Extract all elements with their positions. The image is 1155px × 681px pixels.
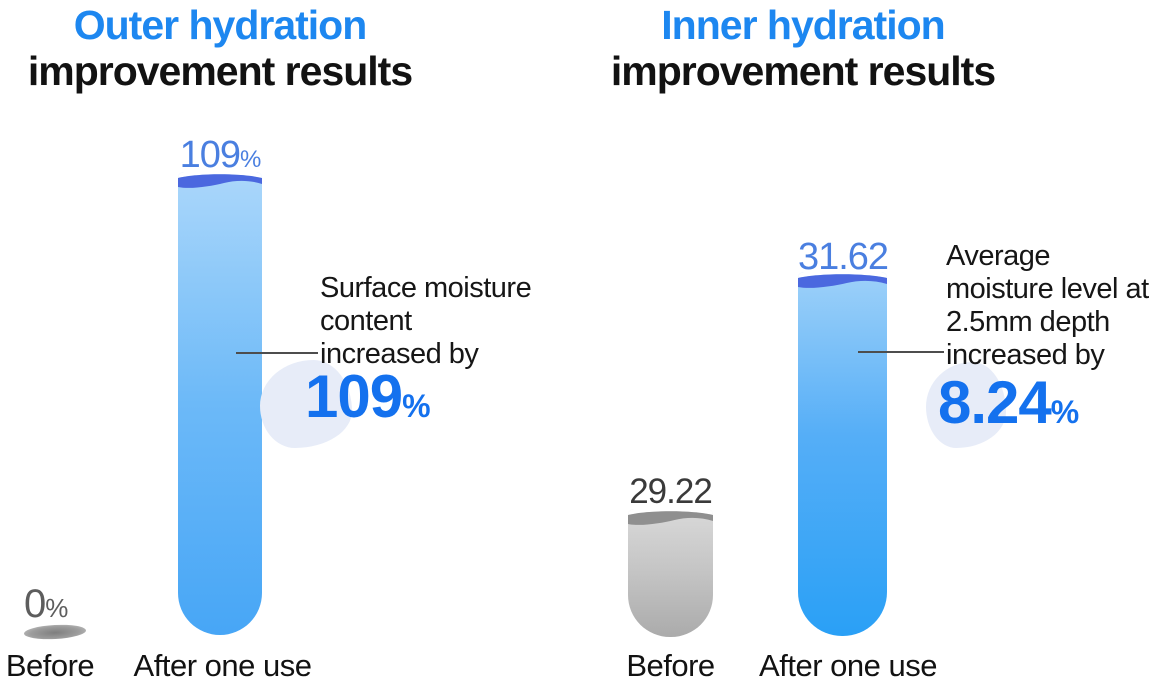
outer-after-water-bar bbox=[178, 172, 262, 635]
outer-after-value-label: 109% bbox=[170, 134, 270, 177]
outer-annotation-line2: content bbox=[320, 305, 412, 337]
inner-chart-title: Inner hydration improvement results bbox=[593, 2, 1013, 94]
inner-after-value-label: 31.62 bbox=[797, 236, 889, 278]
inner-after-label: After one use bbox=[759, 648, 937, 681]
outer-stat-unit: % bbox=[402, 388, 430, 424]
inner-before-value-label: 29.22 bbox=[629, 472, 713, 511]
inner-stat: 8.24% bbox=[938, 368, 1079, 437]
outer-callout-line bbox=[236, 352, 318, 354]
inner-annotation-line4: increased by bbox=[946, 339, 1105, 371]
inner-stat-unit: % bbox=[1050, 394, 1079, 430]
outer-before-value-label: 0% bbox=[24, 582, 104, 627]
outer-title-line2: improvement results bbox=[27, 48, 413, 94]
outer-stat: 109% bbox=[305, 362, 431, 431]
inner-callout-line bbox=[858, 351, 944, 353]
inner-before-water-bar bbox=[628, 509, 713, 637]
inner-annotation-line2: moisture level at bbox=[946, 273, 1149, 305]
outer-annotation-line1: Surface moisture bbox=[320, 272, 532, 304]
water-wave-icon bbox=[628, 509, 713, 525]
inner-annotation: Average moisture level at 2.5mm depth in… bbox=[946, 240, 1149, 372]
outer-before-unit: % bbox=[45, 593, 68, 623]
outer-after-unit: % bbox=[240, 146, 261, 173]
outer-stat-value: 109 bbox=[305, 363, 403, 430]
inner-annotation-line1: Average bbox=[946, 240, 1050, 272]
inner-stat-value: 8.24 bbox=[938, 369, 1052, 436]
droplet-watermark-icon bbox=[260, 360, 352, 448]
droplet-watermark-icon bbox=[926, 362, 1006, 448]
outer-annotation: Surface moisture content increased by bbox=[320, 272, 532, 371]
outer-title-line1: Outer hydration bbox=[73, 2, 368, 48]
outer-before-value: 0 bbox=[24, 582, 46, 626]
outer-after-value: 109 bbox=[179, 134, 241, 176]
outer-annotation-line3: increased by bbox=[320, 338, 479, 370]
inner-annotation-line3: 2.5mm depth bbox=[946, 306, 1110, 338]
inner-title-line1: Inner hydration bbox=[661, 2, 945, 48]
outer-before-label: Before bbox=[5, 648, 95, 681]
outer-after-label: After one use bbox=[133, 648, 312, 681]
water-wave-icon bbox=[178, 172, 262, 188]
water-wave-icon bbox=[798, 272, 887, 288]
outer-chart-title: Outer hydration improvement results bbox=[0, 2, 440, 94]
inner-after-water-bar bbox=[798, 272, 887, 636]
inner-title-line2: improvement results bbox=[610, 48, 996, 94]
inner-before-label: Before bbox=[626, 648, 715, 681]
